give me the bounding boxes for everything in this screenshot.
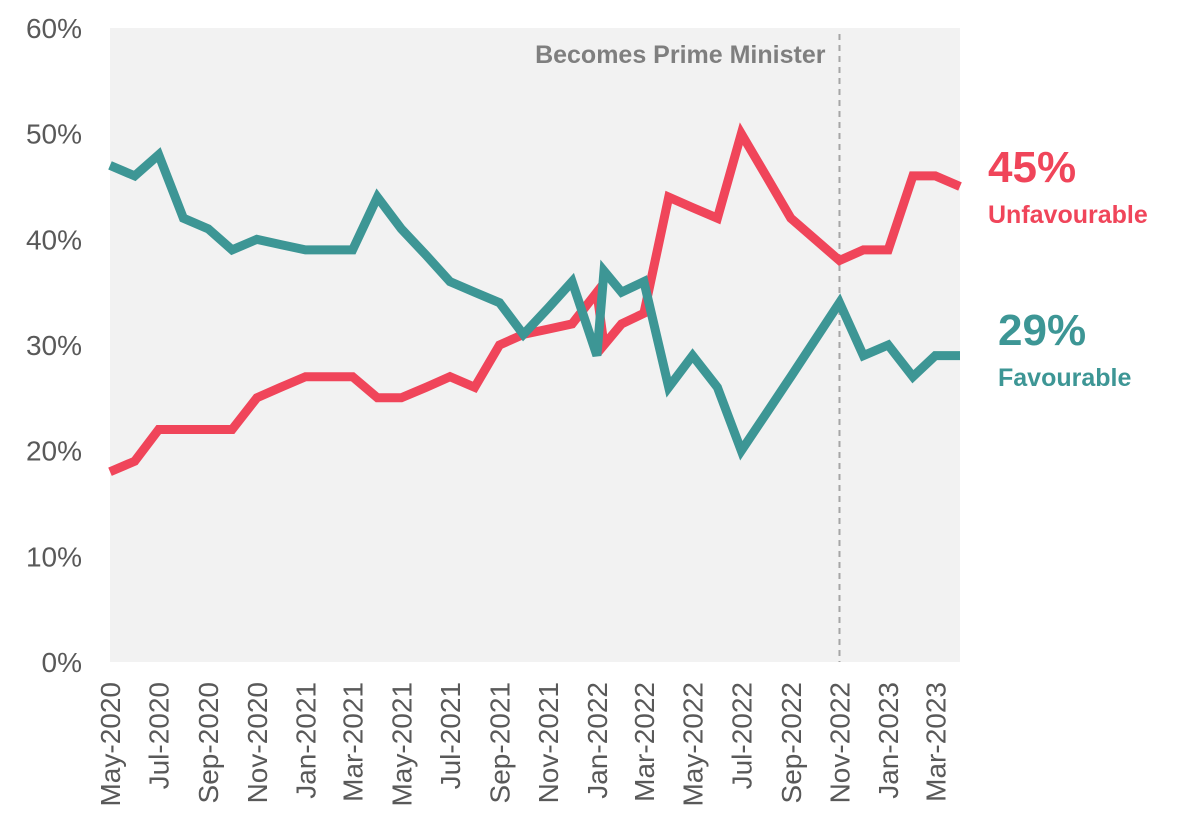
x-tick-label: Jul-2022 xyxy=(726,682,757,789)
x-tick-label: Sep-2022 xyxy=(776,682,807,803)
series-line-favourable xyxy=(108,147,960,461)
x-tick-label: Mar-2022 xyxy=(629,682,660,802)
y-tick-label: 10% xyxy=(26,541,82,572)
end-labels: 45% Unfavourable 29% Favourable xyxy=(988,143,1148,392)
series-lines xyxy=(108,122,962,476)
end-value-unfavourable: 45% xyxy=(988,143,1076,192)
y-tick-label: 40% xyxy=(26,224,82,255)
x-tick-label: Jul-2020 xyxy=(144,682,175,789)
y-tick-label: 60% xyxy=(26,13,82,44)
pm-annotation: Becomes Prime Minister xyxy=(535,41,826,69)
x-tick-label: Mar-2021 xyxy=(338,682,369,802)
x-tick-label: May-2022 xyxy=(678,682,709,807)
x-tick-label: Nov-2021 xyxy=(533,682,564,803)
x-tick-label: Nov-2022 xyxy=(824,682,855,803)
x-tick-label: Jan-2021 xyxy=(291,682,322,799)
series-line-unfavourable xyxy=(108,122,962,476)
y-tick-label: 30% xyxy=(26,330,82,361)
x-axis-ticks: May-2020 Jul-2020 Sep-2020 Nov-2020 Jan-2021… xyxy=(95,682,951,807)
y-axis-ticks: 0% 10% 20% 30% 40% 50% 60% xyxy=(26,13,82,678)
x-tick-label: Jul-2021 xyxy=(435,682,466,789)
x-tick-label: Nov-2020 xyxy=(242,682,273,803)
x-tick-label: May-2021 xyxy=(386,682,417,807)
end-value-favourable: 29% xyxy=(998,306,1086,355)
end-name-unfavourable: Unfavourable xyxy=(988,201,1148,229)
y-tick-label: 20% xyxy=(26,436,82,467)
x-tick-label: Jan-2022 xyxy=(582,682,613,799)
y-tick-label: 50% xyxy=(26,119,82,150)
y-tick-label: 0% xyxy=(42,647,82,678)
x-tick-label: May-2020 xyxy=(95,682,126,807)
plot-background xyxy=(110,28,960,662)
x-tick-label: Sep-2021 xyxy=(484,682,515,803)
end-name-favourable: Favourable xyxy=(998,364,1131,392)
x-tick-label: Mar-2023 xyxy=(920,682,951,802)
x-tick-label: Sep-2020 xyxy=(193,682,224,803)
x-tick-label: Jan-2023 xyxy=(873,682,904,799)
